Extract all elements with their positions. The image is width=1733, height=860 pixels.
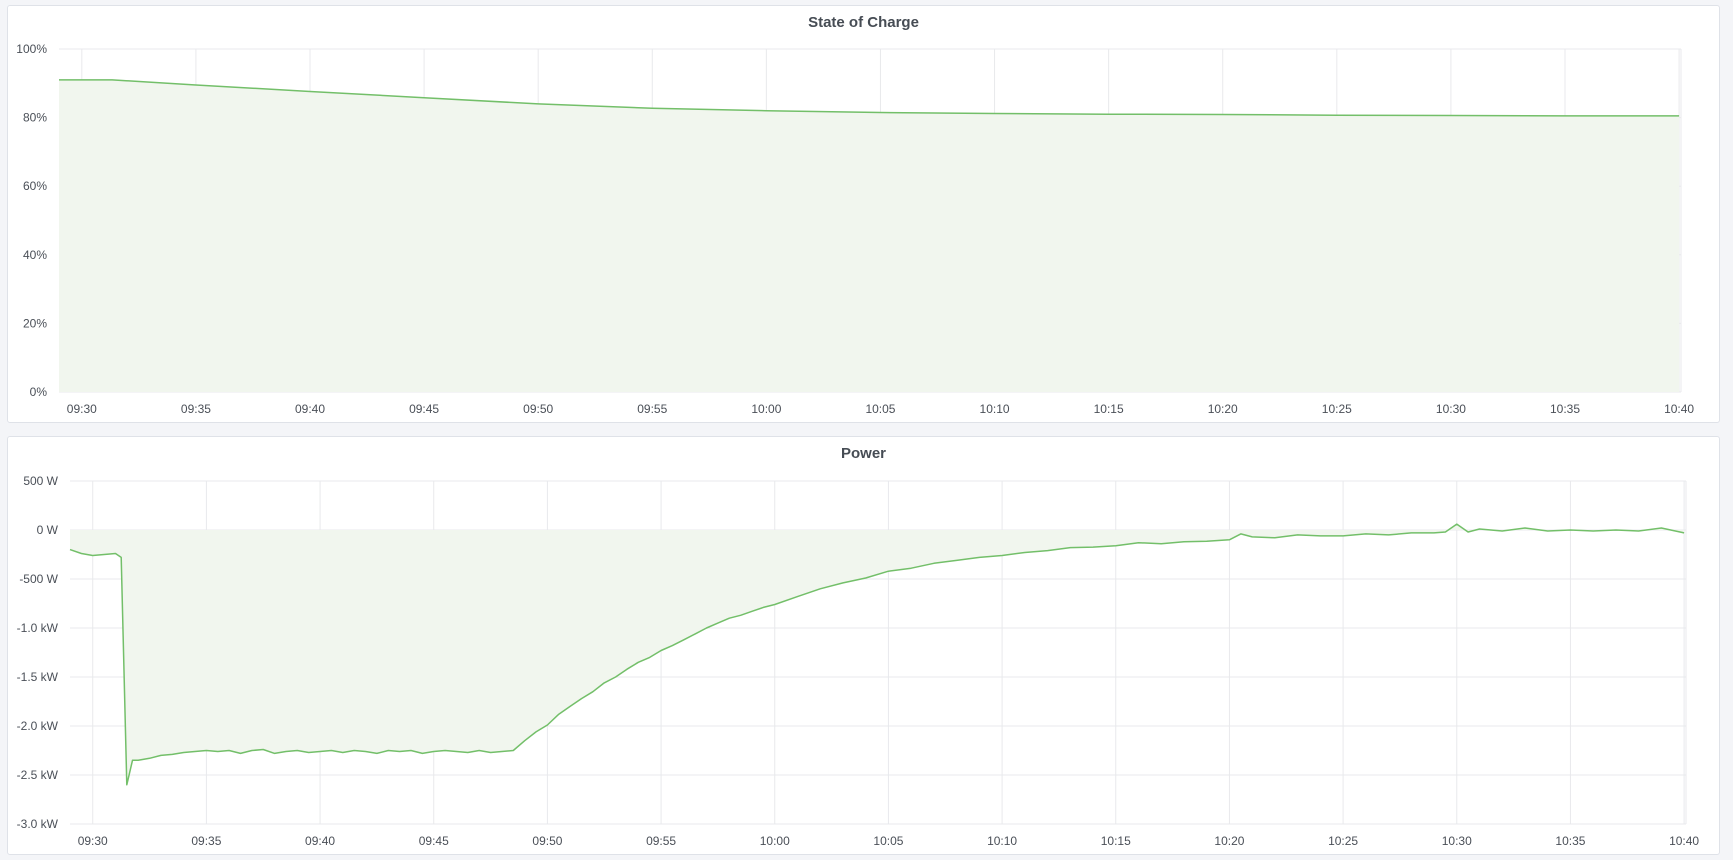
x-tick-label: 10:10 — [987, 834, 1017, 848]
x-tick-label: 10:30 — [1442, 834, 1472, 848]
x-tick-label: 10:05 — [873, 834, 903, 848]
y-tick-label: 60% — [23, 179, 47, 193]
x-tick-label: 10:10 — [980, 402, 1010, 416]
y-tick-label: 0 W — [37, 523, 59, 537]
y-tick-label: -3.0 kW — [17, 817, 59, 831]
y-tick-label: -2.5 kW — [17, 768, 59, 782]
x-tick-label: 09:45 — [409, 402, 439, 416]
y-tick-label: -1.5 kW — [17, 670, 59, 684]
x-tick-label: 10:30 — [1436, 402, 1466, 416]
panel-title: State of Charge — [808, 14, 919, 31]
x-tick-label: 09:35 — [191, 834, 221, 848]
x-tick-label: 09:40 — [295, 402, 325, 416]
y-tick-label: -500 W — [19, 572, 58, 586]
x-tick-label: 10:35 — [1555, 834, 1585, 848]
x-tick-label: 10:00 — [760, 834, 790, 848]
x-tick-label: 10:05 — [865, 402, 895, 416]
y-tick-label: 500 W — [23, 474, 58, 488]
x-tick-label: 10:35 — [1550, 402, 1580, 416]
x-tick-label: 09:30 — [67, 402, 97, 416]
y-tick-label: 0% — [30, 385, 48, 399]
panel-title: Power — [840, 445, 886, 462]
series-area — [70, 524, 1685, 785]
x-tick-label: 10:20 — [1208, 402, 1238, 416]
x-tick-label: 10:15 — [1094, 402, 1124, 416]
x-tick-label: 10:25 — [1328, 834, 1358, 848]
x-tick-label: 09:50 — [532, 834, 562, 848]
x-tick-label: 10:40 — [1664, 402, 1694, 416]
series-line — [59, 79, 1680, 117]
x-tick-label: 10:25 — [1322, 402, 1352, 416]
x-tick-label: 09:30 — [78, 834, 108, 848]
series-line — [69, 523, 1685, 786]
x-tick-label: 09:35 — [181, 402, 211, 416]
x-tick-label: 09:40 — [305, 834, 335, 848]
y-tick-label: 80% — [23, 111, 47, 125]
x-tick-label: 10:20 — [1214, 834, 1244, 848]
x-tick-label: 09:45 — [419, 834, 449, 848]
y-tick-label: 20% — [23, 316, 47, 330]
y-tick-label: -1.0 kW — [17, 621, 59, 635]
x-tick-label: 10:15 — [1101, 834, 1131, 848]
y-tick-label: 40% — [23, 248, 47, 262]
x-tick-label: 10:00 — [751, 402, 781, 416]
x-tick-label: 09:50 — [523, 402, 553, 416]
y-tick-label: 100% — [16, 42, 47, 56]
x-tick-label: 09:55 — [646, 834, 676, 848]
x-tick-label: 10:40 — [1669, 834, 1699, 848]
x-tick-label: 09:55 — [637, 402, 667, 416]
series-area — [59, 79, 1680, 393]
y-tick-label: -2.0 kW — [17, 719, 59, 733]
